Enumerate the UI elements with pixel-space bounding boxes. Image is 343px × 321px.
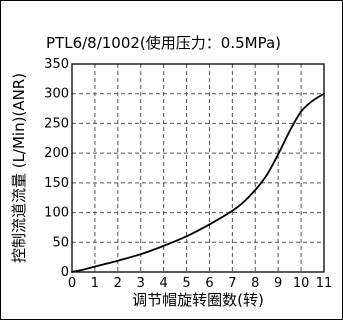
x-tick-label: 8 <box>251 276 259 291</box>
x-axis-title: 调节帽旋转圈数(转) <box>132 291 264 309</box>
x-tick-label: 5 <box>182 276 190 291</box>
series-line-0 <box>71 92 325 273</box>
x-tick-label: 1 <box>91 276 99 291</box>
y-tick-label: 200 <box>44 146 69 161</box>
x-tick-label: 9 <box>274 276 282 291</box>
x-tick-label: 11 <box>316 276 333 291</box>
y-tick-label: 0 <box>61 265 69 280</box>
x-axis-tick-labels: 0 1 2 3 4 5 6 7 8 9 10 11 <box>68 276 332 291</box>
y-tick-label: 250 <box>44 116 69 131</box>
x-tick-label: 4 <box>159 276 167 291</box>
y-tick-label: 50 <box>52 235 69 250</box>
x-tick-label: 7 <box>228 276 236 291</box>
y-tick-label: 300 <box>44 87 69 102</box>
y-axis-tick-labels: 0 50 100 150 200 250 300 350 <box>44 57 69 280</box>
x-tick-label: 0 <box>68 276 76 291</box>
y-tick-label: 150 <box>44 176 69 191</box>
plot-area <box>71 63 325 273</box>
y-tick-label: 100 <box>44 206 69 221</box>
x-tick-label: 6 <box>205 276 213 291</box>
series-lines <box>71 92 325 273</box>
x-tick-label: 2 <box>114 276 122 291</box>
chart-title: PTL6/8/1002(使用压力：0.5MPa) <box>46 34 281 52</box>
y-tick-label: 350 <box>44 57 69 72</box>
grid-lines <box>72 64 324 272</box>
y-axis-title: 控制流道流量 (L/Min)(ANR) <box>10 73 28 263</box>
x-tick-label: 10 <box>293 276 310 291</box>
x-tick-label: 3 <box>137 276 145 291</box>
